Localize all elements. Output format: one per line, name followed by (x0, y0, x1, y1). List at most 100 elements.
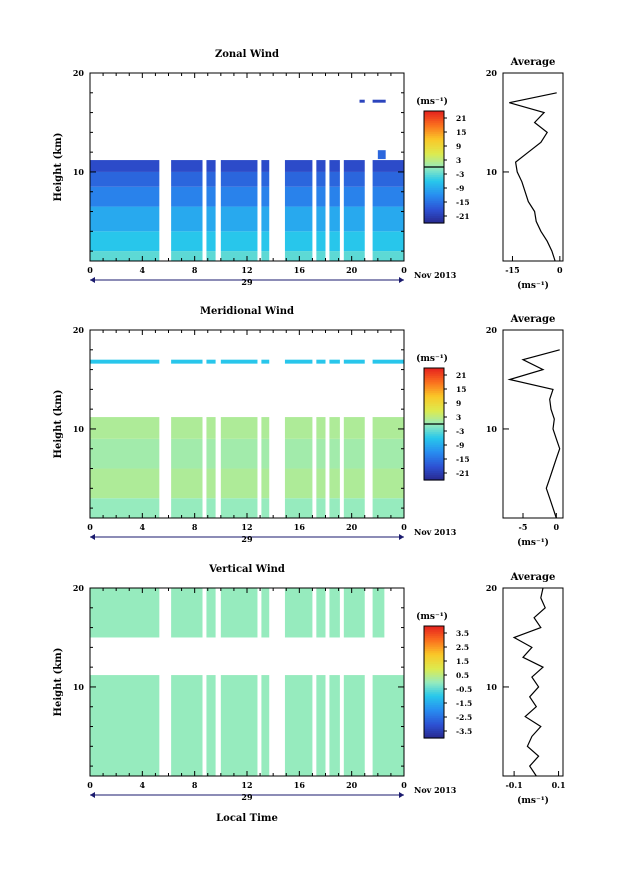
date-label: Nov 2013 (414, 527, 457, 537)
colorbar-segment (424, 221, 444, 224)
colorbar-segment (424, 644, 444, 648)
data-gap-7 (325, 588, 330, 776)
wind-layer-3 (90, 438, 404, 469)
colorbar-segment (424, 394, 444, 397)
data-gap-9 (364, 588, 373, 776)
colorbar-segment (424, 715, 444, 719)
x-tick-label: 8 (192, 780, 198, 790)
colorbar-segment (424, 120, 444, 123)
colorbar-segment (424, 435, 444, 438)
colorbar-segment (424, 448, 444, 451)
colorbar-segment (424, 397, 444, 401)
colorbar-segment (424, 687, 444, 691)
y-tick-label: 10 (73, 682, 85, 692)
colorbar-segment (424, 371, 444, 375)
data-gap-5 (269, 330, 285, 518)
colorbar-segment (424, 453, 444, 457)
average-y-tick-label: 10 (486, 424, 498, 434)
average-frame (502, 72, 564, 262)
colorbar-segment (424, 672, 444, 676)
colorbar-segment (424, 732, 444, 735)
average-frame (502, 587, 564, 777)
y-tick-label: 10 (73, 424, 85, 434)
colorbar-segment (424, 414, 444, 418)
colorbar-tick-label: 15 (456, 385, 466, 394)
average-y-tick-label: 10 (486, 167, 498, 177)
colorbar-segment (424, 129, 444, 133)
colorbar-segment (424, 159, 444, 162)
colorbar-segment (424, 195, 444, 198)
colorbar-segment (424, 431, 444, 434)
colorbar-segment (424, 191, 444, 194)
colorbar-segment (424, 133, 444, 136)
colorbar-segment (424, 450, 444, 453)
colorbar-segment (424, 168, 444, 172)
colorbar-segment (424, 122, 444, 125)
colorbar-segment (424, 459, 444, 462)
colorbar-segment (424, 724, 444, 728)
colorbar-segment (424, 369, 444, 373)
x-tick-label: 4 (140, 522, 146, 532)
wind-layer-5 (90, 171, 404, 187)
colorbar-segment (424, 683, 444, 687)
colorbar-segment (424, 418, 444, 421)
colorbar-tick-label: -2.5 (456, 713, 472, 722)
x-tick-label: 0 (401, 780, 407, 790)
x-tick-label: 16 (294, 265, 306, 275)
x-tick-label: 0 (87, 265, 93, 275)
colorbar-segment (424, 654, 444, 657)
colorbar-segment (424, 719, 444, 722)
colorbar-segment (424, 410, 444, 414)
colorbar-unit: (ms⁻¹) (416, 96, 448, 107)
colorbar-segment (424, 663, 444, 666)
colorbar-segment (424, 736, 444, 739)
colorbar-segment (424, 642, 444, 646)
average-profile-line (509, 92, 557, 262)
colorbar-segment (424, 693, 444, 696)
day-label: 29 (241, 792, 253, 802)
colorbar-tick-label: -9 (456, 184, 464, 193)
colorbar-segment (424, 112, 444, 116)
colorbar-segment (424, 695, 444, 698)
wind-layer-3 (90, 206, 404, 232)
colorbar-segment (424, 167, 444, 170)
colorbar-tick-label: -15 (456, 455, 470, 464)
colorbar-segment (424, 429, 444, 433)
colorbar-tick-label: 3 (456, 156, 461, 165)
wind-layer-1 (90, 675, 404, 776)
colorbar-segment (424, 403, 444, 406)
colorbar-segment (424, 176, 444, 179)
colorbar-segment (424, 200, 444, 204)
day-span-arrow-right (399, 277, 404, 283)
colorbar-segment (424, 390, 444, 393)
x-tick-label: 8 (192, 265, 198, 275)
colorbar-segment (424, 206, 444, 209)
colorbar-segment (424, 165, 444, 168)
data-gap-9 (364, 330, 373, 518)
colorbar-segment (424, 382, 444, 386)
average-x-tick-label: 0 (557, 265, 563, 275)
colorbar: (ms⁻¹) 3.5 2.5 1.5 0.5 -0.5 -1.5 -2.5 -3.5 (416, 611, 472, 739)
colorbar-tick-label: -3 (456, 427, 464, 436)
colorbar-segment (424, 717, 444, 720)
colorbar-segment (424, 472, 444, 475)
colorbar-segment (424, 665, 444, 668)
upper-patch-1 (90, 588, 385, 638)
average-x-tick-label: -0.1 (505, 780, 522, 790)
colorbar-segment (424, 139, 444, 142)
colorbar-frame (423, 625, 445, 739)
colorbar-segment (424, 452, 444, 455)
colorbar-segment (424, 696, 444, 700)
colorbar-segment (424, 465, 444, 468)
colorbar-segment (424, 713, 444, 717)
colorbar-segment (424, 150, 444, 153)
colorbar-segment (424, 455, 444, 459)
colorbar-segment (424, 661, 444, 664)
colorbar-segment (424, 468, 444, 472)
colorbar-segment (424, 161, 444, 164)
colorbar-segment (424, 368, 444, 371)
colorbar-tick-label: -9 (456, 441, 464, 450)
average-y-tick-label: 20 (486, 68, 498, 78)
colorbar-segment (424, 116, 444, 120)
average-x-tick-label: -15 (505, 265, 519, 275)
